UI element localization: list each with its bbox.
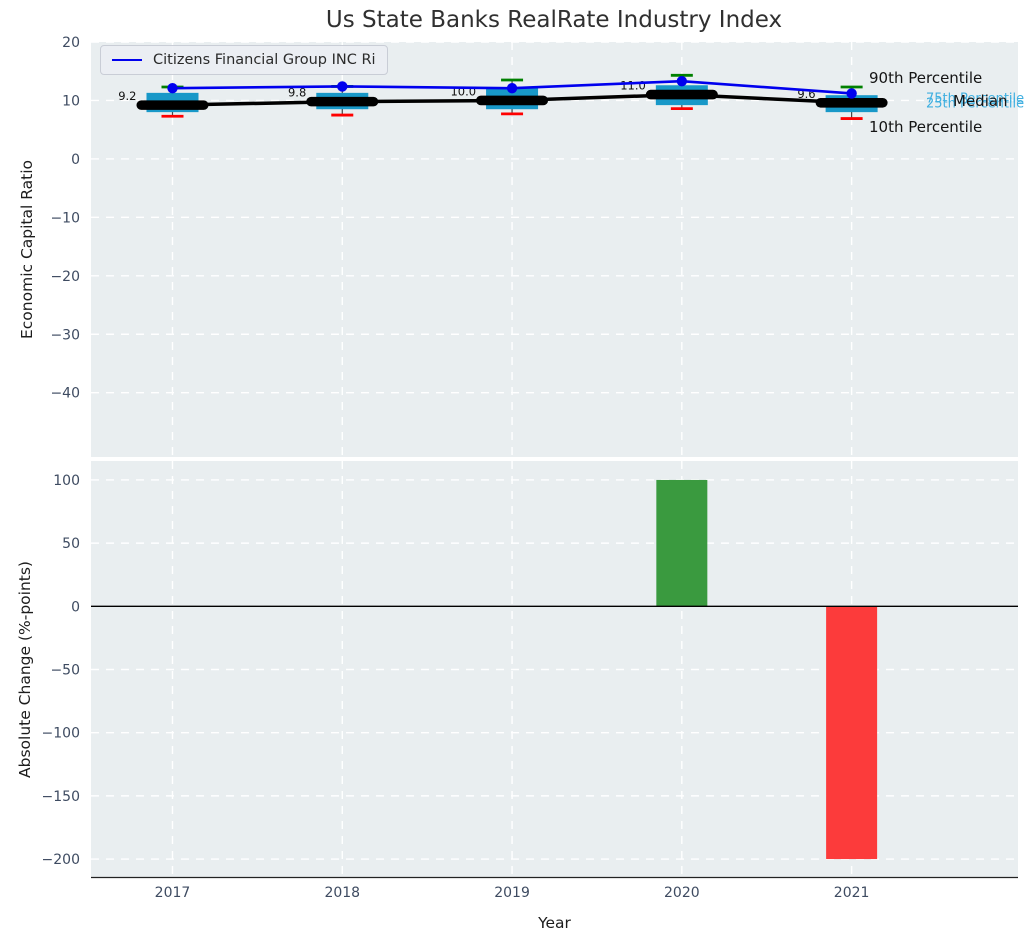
legend-line-icon (112, 59, 142, 61)
annotation-10th-percentile: 10th Percentile (869, 118, 983, 136)
top-y-axis: 20 10 0 −10 −20 −30 −40 Economic Capital Ratio (18, 35, 80, 402)
annotation-90th-percentile: 90th Percentile (869, 69, 983, 87)
svg-text:10: 10 (62, 93, 80, 109)
svg-text:2019: 2019 (494, 885, 530, 901)
annotation-75th-percentile: 75th Percentile (926, 91, 1025, 107)
svg-text:0: 0 (71, 152, 80, 168)
svg-text:50: 50 (62, 536, 80, 552)
svg-text:−30: −30 (50, 327, 80, 343)
svg-text:−20: −20 (50, 269, 80, 285)
svg-text:−150: −150 (42, 789, 80, 805)
legend: Citizens Financial Group INC Ri (100, 45, 388, 75)
x-axis-label: Year (537, 914, 571, 932)
svg-text:9.2: 9.2 (118, 89, 136, 103)
median-series: 9.2 9.8 10.0 11.09.6 (118, 79, 888, 110)
svg-text:−40: −40 (50, 386, 80, 402)
svg-text:−10: −10 (50, 210, 80, 226)
svg-text:2017: 2017 (155, 885, 191, 901)
svg-text:−200: −200 (42, 852, 80, 868)
svg-text:2021: 2021 (834, 885, 870, 901)
company-series (167, 75, 857, 99)
svg-text:2020: 2020 (664, 885, 700, 901)
x-axis: 2017 2018 2019 2020 2021 Year (155, 885, 870, 932)
bar-2021 (826, 606, 878, 860)
bar-2020 (656, 479, 708, 607)
svg-text:11.0: 11.0 (620, 79, 646, 93)
svg-text:9.8: 9.8 (288, 86, 306, 100)
legend-label: Citizens Financial Group INC Ri (153, 52, 376, 68)
svg-text:20: 20 (62, 35, 80, 51)
annotation-median: Median (953, 92, 1008, 110)
annotation-25th-percentile: 25th Percentile (926, 96, 1025, 112)
svg-text:0: 0 (71, 599, 80, 615)
svg-text:−100: −100 (42, 726, 80, 742)
change-bars (656, 479, 878, 860)
svg-text:2018: 2018 (324, 885, 360, 901)
top-ylabel: Economic Capital Ratio (18, 160, 36, 339)
bottom-y-axis: 100 50 0 −50 −100 −150 −200 Absolute Change (%-… (16, 473, 80, 868)
bottom-ylabel: Absolute Change (%-points) (16, 561, 34, 778)
svg-text:−50: −50 (50, 663, 80, 679)
svg-text:100: 100 (53, 473, 80, 489)
chart-title: Us State Banks RealRate Industry Index (325, 7, 783, 33)
